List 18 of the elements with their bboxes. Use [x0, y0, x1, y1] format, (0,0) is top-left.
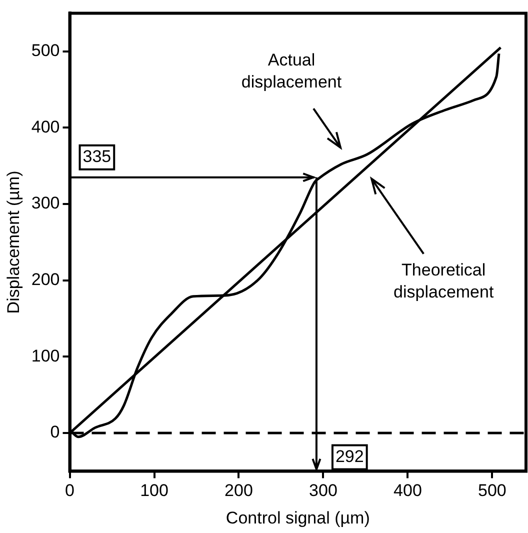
x-axis-title: Control signal (µm) [226, 508, 370, 528]
x-tick-label: 400 [394, 481, 422, 500]
y-tick-label: 300 [31, 194, 60, 213]
x-tick-label: 200 [224, 481, 253, 500]
x-tick-label: 300 [309, 481, 338, 500]
x-tick-label: 500 [478, 481, 506, 500]
y-tick-label: 200 [31, 270, 60, 290]
x-tick-label: 0 [65, 481, 74, 500]
y-axis-title: Displacement (µm) [4, 170, 23, 314]
annotation: Actual displacement [241, 50, 342, 92]
annotation: 335 [82, 147, 112, 166]
y-tick-label: 100 [31, 346, 60, 366]
y-tick-label: 0 [50, 422, 60, 442]
x-tick-label: 100 [140, 481, 168, 500]
annotation: 292 [335, 446, 364, 466]
annotation: Theoretical displacement [394, 260, 494, 302]
y-tick-label: 500 [31, 41, 60, 60]
y-tick-label: 400 [31, 117, 60, 136]
